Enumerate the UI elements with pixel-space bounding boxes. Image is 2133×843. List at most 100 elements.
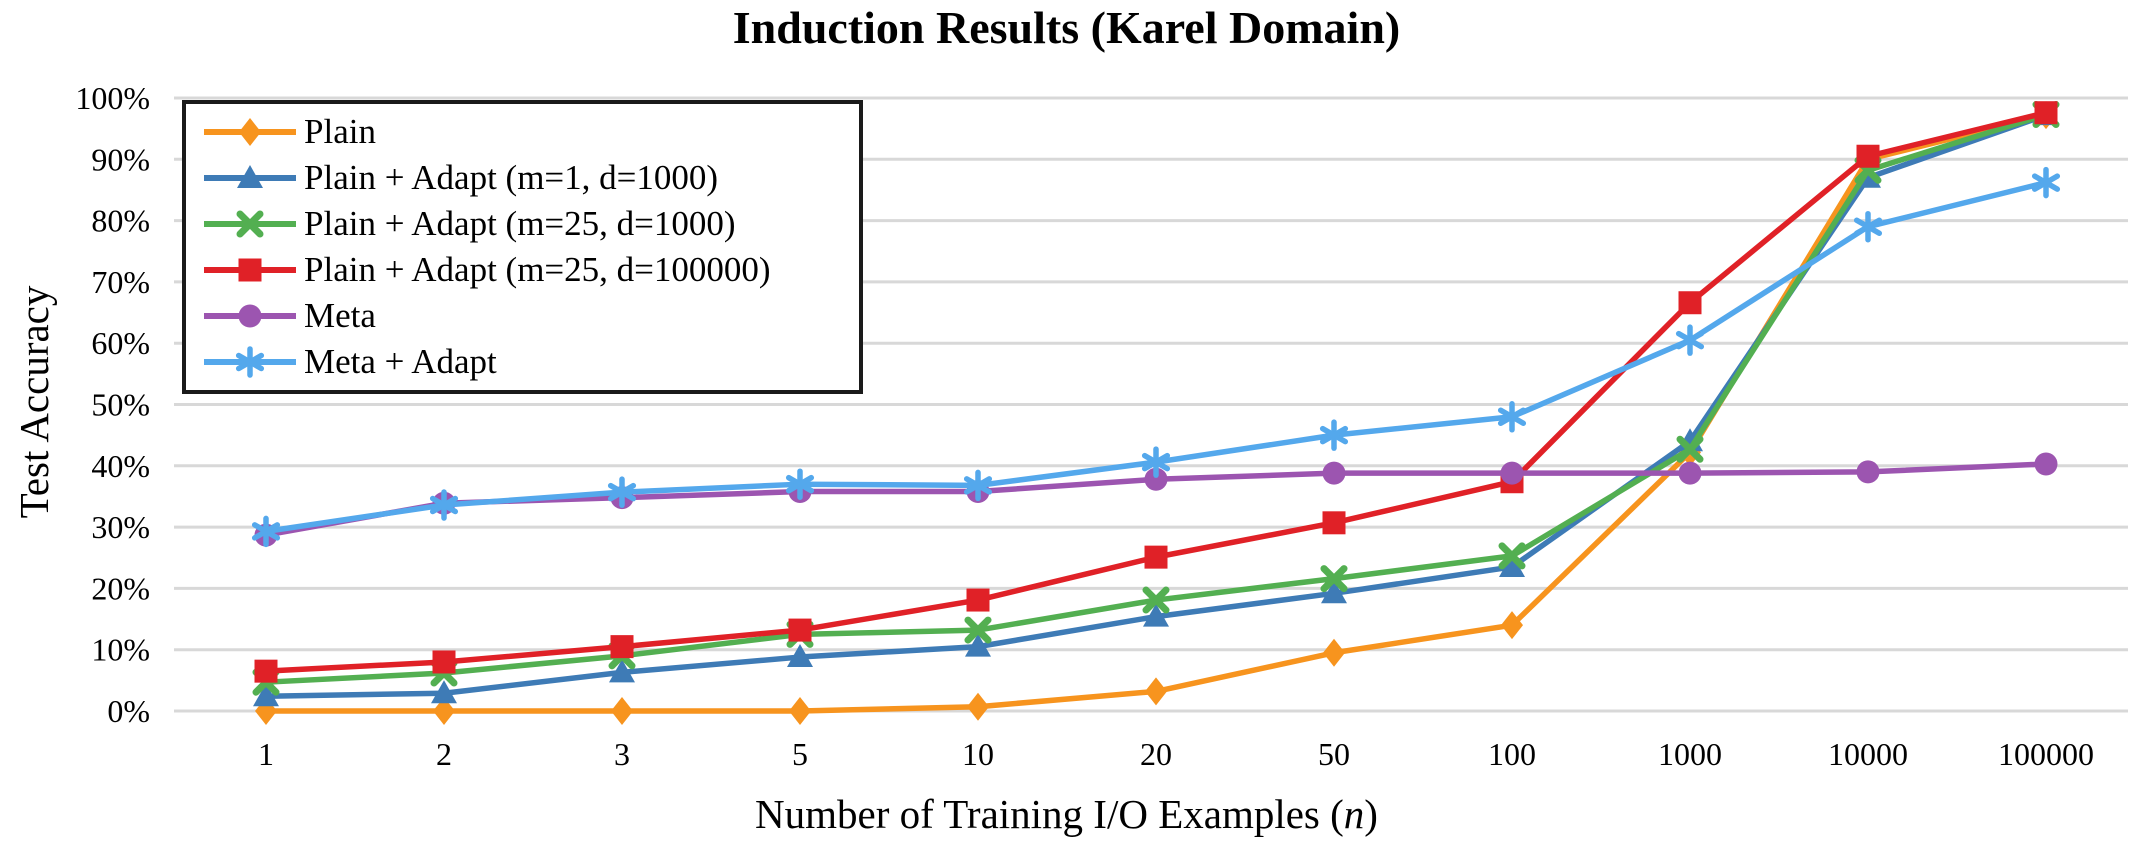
y-tick-label: 70% [91, 264, 150, 300]
asterisk-marker [1675, 324, 1705, 356]
diamond-marker [1501, 611, 1523, 640]
circle-marker [1856, 460, 1880, 484]
diamond-marker [1145, 677, 1167, 706]
legend-item-label: Plain + Adapt (m=1, d=1000) [304, 158, 719, 197]
square-marker [610, 635, 634, 659]
diamond-marker [967, 692, 989, 721]
diamond-legend-swatch [204, 118, 296, 146]
legend: Plain Plain + Adapt (m=1, d=1000) Plain + … [182, 100, 863, 394]
y-tick-label: 40% [91, 448, 150, 484]
chart-title: Induction Results (Karel Domain) [732, 2, 1401, 53]
triangle-marker [253, 683, 279, 707]
asterisk-marker [1141, 446, 1171, 478]
x-tick-label: 1 [258, 736, 274, 772]
y-tick-label: 100% [75, 80, 150, 116]
x-tick-label: 20 [1140, 736, 1172, 772]
y-axis-tick-labels: 100% 90% 80% 70% 60% 50% 40% 30% 20% 10% 0% [75, 80, 150, 729]
triangle-marker [1499, 553, 1525, 577]
legend-item-plain-adapt-m-1-d-1000: Plain + Adapt (m=1, d=1000) [200, 156, 859, 200]
circle-legend-swatch [204, 304, 296, 328]
diamond-marker [789, 697, 811, 725]
square-marker [1856, 144, 1880, 168]
asterisk-marker [1853, 210, 1883, 243]
x-tick-label: 3 [614, 736, 630, 772]
circle-marker [1322, 461, 1346, 485]
x-legend-swatch [204, 210, 296, 238]
x-tick-label: 2 [436, 736, 452, 772]
x-axis-title-text: Number of Training I/O Examples ( [755, 791, 1344, 837]
legend-item-meta: Meta [200, 294, 859, 338]
asterisk-marker [2031, 166, 2061, 199]
circle-marker [1144, 467, 1168, 491]
legend-item-label: Meta [304, 296, 376, 335]
circle-marker [1500, 461, 1524, 485]
y-tick-label: 80% [91, 203, 150, 239]
asterisk-marker [1497, 401, 1527, 433]
x-tick-label: 100000 [1998, 736, 2094, 772]
y-tick-label: 90% [91, 141, 150, 177]
legend-item-meta-adapt: Meta + Adapt [200, 340, 859, 384]
x-axis-title-close: ) [1364, 791, 1378, 837]
x-axis-title-variable: n [1343, 791, 1365, 837]
asterisk-legend-swatch [204, 346, 296, 378]
triangle-marker [431, 680, 457, 704]
circle-marker [2034, 452, 2058, 476]
legend-item-label: Plain + Adapt (m=25, d=100000) [304, 250, 771, 289]
asterisk-marker [963, 469, 993, 502]
legend-item-plain: Plain [200, 110, 859, 154]
square-marker [254, 659, 278, 683]
legend-item-plain-adapt-m-25-d-1000: Plain + Adapt (m=25, d=1000) [200, 202, 859, 246]
triangle-marker [609, 659, 635, 683]
triangle-marker [1321, 580, 1347, 604]
x-tick-label: 1000 [1658, 736, 1722, 772]
x-marker [236, 210, 264, 238]
asterisk-marker [785, 468, 815, 500]
square-marker [432, 650, 456, 674]
legend-item-plain-adapt-m-25-d-100000: Plain + Adapt (m=25, d=100000) [200, 248, 859, 292]
x-marker [1676, 435, 1704, 463]
triangle-legend-swatch [204, 165, 296, 188]
asterisk-marker [1319, 419, 1349, 451]
y-tick-label: 60% [91, 325, 150, 361]
x-tick-label: 100 [1488, 736, 1536, 772]
diamond-marker [433, 697, 455, 725]
circle-marker [238, 304, 262, 328]
asterisk-marker [251, 515, 281, 548]
x-marker [1142, 586, 1170, 614]
legend-item-label: Plain + Adapt (m=25, d=1000) [304, 204, 736, 243]
legend-item-label: Meta + Adapt [304, 342, 497, 381]
square-marker [2034, 101, 2058, 125]
x-tick-label: 10 [962, 736, 994, 772]
triangle-marker [787, 644, 813, 668]
x-tick-label: 5 [792, 736, 808, 772]
y-tick-label: 10% [91, 632, 150, 668]
asterisk-marker [429, 489, 459, 521]
triangle-marker [1143, 603, 1169, 627]
square-marker [238, 258, 262, 282]
y-tick-label: 30% [91, 509, 150, 545]
legend-item-label: Plain [304, 112, 376, 151]
square-marker [788, 618, 812, 642]
diamond-marker [1323, 638, 1345, 667]
x-axis-title: Number of Training I/O Examples (n) [0, 790, 2133, 838]
x-axis-tick-labels: 1 2 3 5 10 20 50 100 1000 10000 100000 [258, 736, 2094, 772]
square-marker [1678, 291, 1702, 315]
y-tick-label: 50% [91, 387, 150, 423]
diamond-marker [239, 118, 261, 146]
square-marker [966, 588, 990, 612]
diamond-marker [611, 697, 633, 725]
x-marker [964, 616, 992, 644]
square-marker [1144, 545, 1168, 569]
triangle-marker [237, 165, 263, 188]
triangle-marker [965, 633, 991, 657]
square-legend-swatch [204, 258, 296, 282]
x-marker [1320, 565, 1348, 593]
x-marker [1498, 542, 1526, 570]
y-tick-label: 0% [107, 693, 150, 729]
circle-marker [1678, 461, 1702, 485]
y-tick-label: 20% [91, 570, 150, 606]
square-marker [1322, 511, 1346, 535]
x-tick-label: 50 [1318, 736, 1350, 772]
series-meta-adapt [251, 166, 2061, 548]
